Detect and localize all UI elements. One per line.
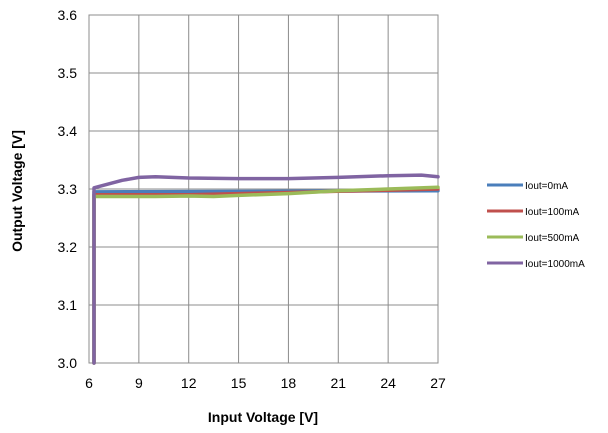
legend-label: Iout=1000mA (525, 259, 585, 270)
legend-label: Iout=500mA (525, 233, 580, 244)
y-tick-label: 3.6 (58, 7, 78, 23)
x-tick-label: 21 (330, 375, 346, 391)
x-tick-label: 12 (181, 375, 197, 391)
y-tick-label: 3.3 (58, 181, 78, 197)
legend-label: Iout=0mA (525, 181, 568, 192)
x-tick-label: 6 (85, 375, 93, 391)
y-tick-label: 3.5 (58, 65, 78, 81)
x-tick-label: 15 (231, 375, 247, 391)
y-tick-label: 3.0 (58, 355, 78, 371)
y-tick-label: 3.4 (58, 123, 78, 139)
x-tick-label: 24 (380, 375, 396, 391)
series-layer (92, 173, 440, 365)
x-axis-title: Input Voltage [V] (208, 409, 318, 425)
series-line-iout-500ma (92, 185, 440, 365)
series-line-iout-1000ma (92, 173, 440, 365)
y-axis-title: Output Voltage [V] (9, 130, 25, 252)
tick-labels: 3.0 3.1 3.2 3.3 3.4 3.5 3.6 6 9 12 15 18 21 24 27 (58, 7, 446, 391)
series-line-iout-0ma (92, 188, 440, 365)
x-tick-label: 27 (430, 375, 446, 391)
x-tick-label: 18 (281, 375, 297, 391)
legend-label: Iout=100mA (525, 207, 580, 218)
x-tick-label: 9 (135, 375, 143, 391)
y-tick-label: 3.1 (58, 297, 78, 313)
y-tick-label: 3.2 (58, 239, 78, 255)
series-line-iout-100ma (92, 187, 440, 365)
legend: Iout=0mA Iout=100mA Iout=500mA Iout=1000mA (487, 181, 585, 270)
